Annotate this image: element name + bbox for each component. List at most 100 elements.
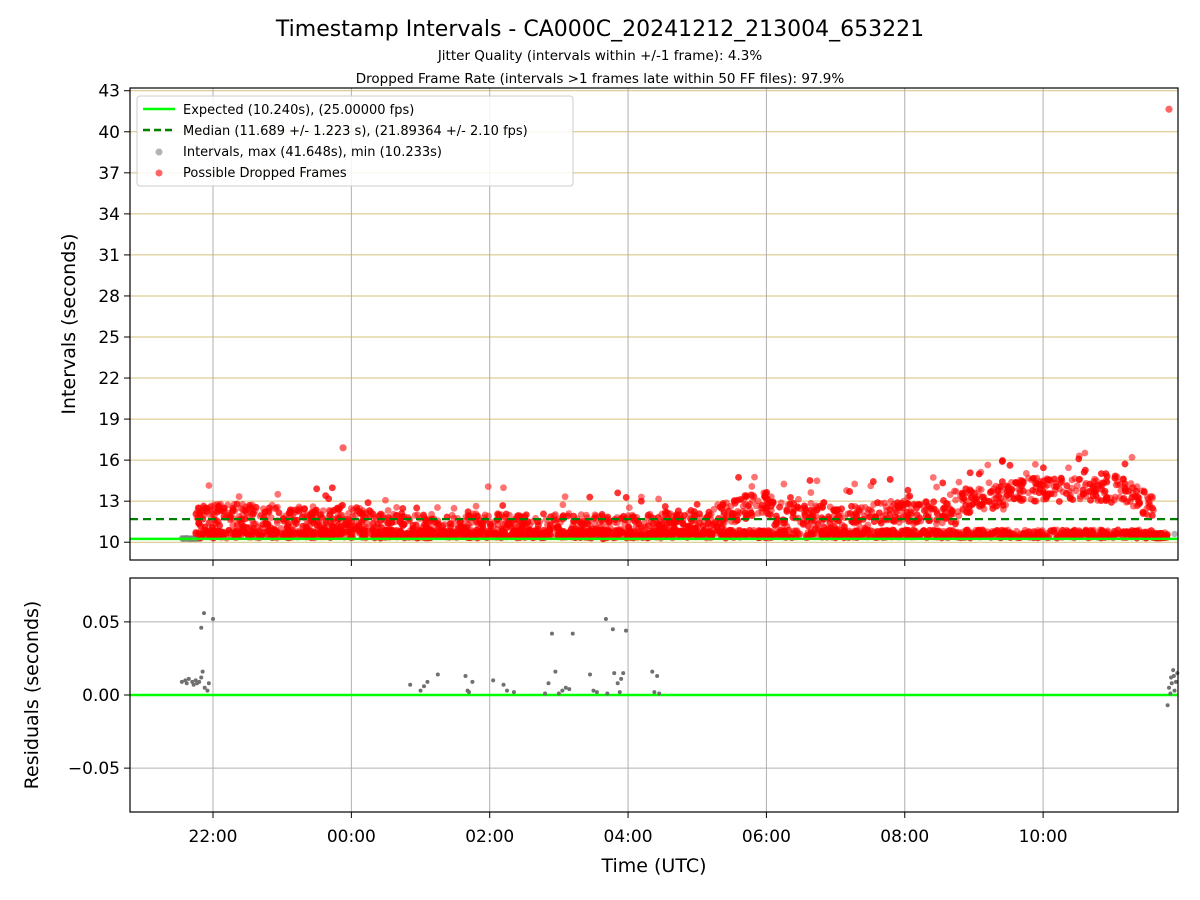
dropped-frame-point: [985, 497, 993, 505]
residual-point: [657, 691, 662, 696]
x-tick-label: 00:00: [327, 827, 376, 847]
residual-point: [1168, 691, 1173, 696]
dropped-frame-point: [1019, 487, 1027, 495]
legend-box: [136, 95, 574, 187]
dropped-frame-point: [807, 489, 815, 496]
dropped-frame-point: [324, 528, 332, 536]
legend-expected-label: Expected (10.240s), (25.00000 fps): [183, 103, 414, 118]
dropped-frame-point: [735, 473, 742, 481]
dropped-frame-point: [741, 527, 749, 535]
dropped-frame-point: [334, 506, 342, 513]
residual-point: [605, 691, 610, 696]
dropped-frame-point: [495, 512, 503, 519]
residual-point: [505, 688, 510, 693]
dropped-frame-point: [434, 520, 442, 527]
dropped-frame-point: [852, 510, 860, 518]
dropped-frame-point: [1071, 526, 1079, 534]
dropped-frame-point: [393, 503, 401, 511]
residual-point: [556, 691, 561, 696]
dropped-frame-point: [1052, 483, 1060, 491]
dropped-frame-point: [1069, 496, 1077, 504]
dropped-frame-point: [995, 493, 1003, 500]
residual-point: [206, 681, 211, 686]
residual-point: [470, 679, 475, 684]
dropped-frame-point: [1118, 529, 1126, 537]
dropped-frame-point: [1107, 498, 1115, 506]
dropped-frame-point: [457, 523, 465, 531]
dropped-frame-point: [1133, 487, 1140, 495]
dropped-frame-point: [952, 488, 960, 495]
residuals-y-tick-label: 0.00: [82, 686, 120, 706]
dropped-frame-point: [903, 499, 911, 507]
dropped-frame-point: [1092, 531, 1100, 539]
dropped-frame-point: [1111, 472, 1119, 480]
dropped-frame-point: [939, 505, 947, 513]
dropped-frame-point: [1140, 488, 1148, 496]
residuals-panel: −0.05 0.00 0.05 22:00 00:00 02:00 04:00 06:00 0…: [21, 577, 1180, 877]
dropped-frame-point: [522, 511, 530, 519]
dropped-frame-point: [904, 486, 912, 494]
dropped-frame-point: [713, 527, 721, 534]
dropped-frame-point: [422, 522, 430, 530]
dropped-frame-point: [1068, 484, 1076, 492]
dropped-frame-point: [586, 493, 594, 501]
dropped-frame-point: [1098, 485, 1105, 493]
dropped-frame-point: [975, 470, 983, 478]
x-tick-label: 22:00: [189, 827, 238, 847]
dropped-frame-point: [355, 522, 363, 530]
dropped-frame-point: [473, 526, 480, 534]
dropped-frame-point: [681, 512, 688, 519]
dropped-frame-point: [350, 523, 358, 530]
dropped-frame-point: [892, 508, 900, 516]
dropped-frame-point: [946, 491, 954, 499]
dropped-frame-point: [1063, 482, 1071, 490]
dropped-frame-point: [202, 528, 210, 536]
chart-subtitle-dropped: Dropped Frame Rate (intervals >1 frames …: [356, 71, 845, 87]
residual-point: [202, 611, 207, 616]
dropped-frame-point: [1068, 476, 1076, 484]
intervals-reference-lines: [130, 518, 1178, 541]
dropped-frame-point: [864, 526, 871, 534]
dropped-frame-point: [392, 532, 400, 540]
intervals-y-tick-label: 10: [98, 533, 120, 553]
dropped-frame-point: [1075, 455, 1083, 463]
x-axis-label: Time (UTC): [600, 855, 706, 877]
dropped-frame-point: [488, 527, 495, 535]
dropped-frame-point: [999, 457, 1006, 464]
dropped-frame-point: [659, 530, 667, 538]
dropped-frame-point: [780, 527, 788, 535]
dropped-frame-point: [382, 496, 389, 504]
dropped-frame-point: [577, 511, 585, 519]
residual-point: [563, 685, 568, 690]
dropped-frame-point: [229, 506, 237, 514]
residual-point: [1175, 671, 1180, 676]
dropped-frame-point: [374, 528, 382, 536]
x-tick-label: 10:00: [1019, 827, 1068, 847]
dropped-frame-point: [752, 502, 760, 510]
dropped-frame-point: [916, 501, 923, 509]
residual-point: [560, 688, 565, 693]
residual-point: [652, 690, 657, 695]
dropped-frame-point: [1098, 479, 1106, 487]
dropped-frame-point: [886, 476, 894, 483]
dropped-frame-point: [1057, 529, 1065, 537]
dropped-frame-point: [936, 529, 944, 537]
dropped-frame-point: [462, 528, 470, 536]
dropped-frame-point: [598, 511, 606, 518]
intervals-y-tick-label: 25: [98, 328, 120, 348]
dropped-frame-point: [848, 502, 855, 510]
dropped-frame-point: [243, 529, 250, 537]
dropped-frame-point: [760, 528, 768, 536]
dropped-frame-point: [894, 502, 902, 510]
dropped-frame-point: [239, 524, 247, 532]
chart-title: Timestamp Intervals - CA000C_20241212_21…: [275, 17, 924, 42]
dropped-frame-point: [586, 526, 594, 534]
dropped-frame-point: [921, 507, 928, 515]
dropped-frame-point: [827, 524, 835, 532]
dropped-frame-point: [729, 528, 737, 536]
residual-point: [567, 687, 572, 692]
intervals-y-tick-label: 22: [98, 369, 120, 389]
dropped-frame-point: [899, 504, 907, 511]
dropped-frame-point: [295, 527, 302, 535]
dropped-frame-point: [450, 504, 458, 512]
